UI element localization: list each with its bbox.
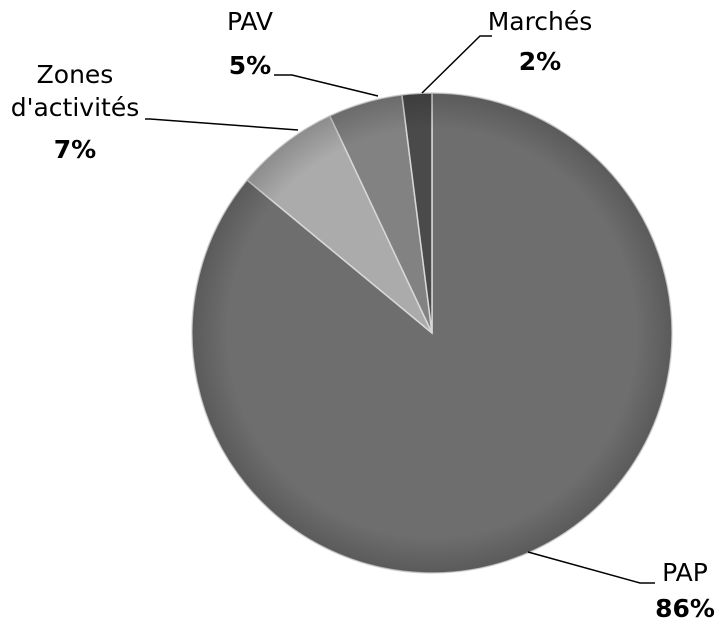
leader-line bbox=[274, 74, 379, 97]
category-label: Zones d'activités bbox=[10, 60, 140, 122]
leader-line bbox=[145, 118, 299, 131]
leader-line bbox=[527, 551, 655, 584]
value-label: 5% bbox=[228, 51, 272, 80]
leader-line bbox=[421, 35, 492, 94]
value-label: 86% bbox=[655, 594, 715, 623]
value-label: 2% bbox=[518, 47, 562, 76]
category-label: PAV bbox=[226, 7, 274, 36]
category-label: PAP bbox=[662, 558, 708, 587]
category-label: Marchés bbox=[487, 7, 593, 36]
value-label: 7% bbox=[53, 135, 97, 164]
